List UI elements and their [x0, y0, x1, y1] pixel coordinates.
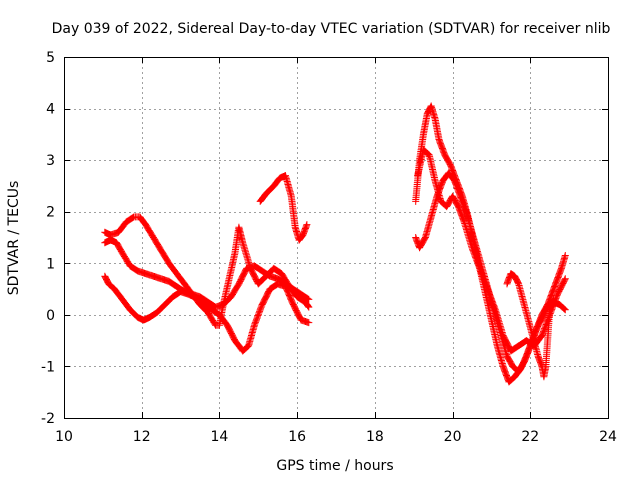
- y-tick-labels: -2 -1 0 1 2 3 4 5: [41, 50, 55, 427]
- y-tick-label: 2: [46, 205, 55, 221]
- plot-frame: [64, 57, 609, 419]
- data-point-markers: [101, 272, 313, 355]
- data-point-markers: [412, 169, 569, 376]
- y-tick-label: -2: [41, 411, 55, 427]
- x-axis-label: GPS time / hours: [276, 458, 393, 474]
- y-tick-label: 0: [46, 308, 55, 324]
- data-point-markers: [101, 213, 313, 329]
- x-tick-label: 14: [211, 429, 229, 445]
- data-point-markers: [101, 236, 313, 311]
- chart-title: Day 039 of 2022, Sidereal Day-to-day VTE…: [52, 21, 611, 37]
- y-axis-label: SDTVAR / TECUs: [6, 181, 22, 296]
- x-tick-label: 24: [599, 429, 617, 445]
- grid: [64, 57, 608, 418]
- x-tick-label: 20: [444, 429, 462, 445]
- data-point-markers: [503, 270, 558, 381]
- x-tick-label: 12: [133, 429, 151, 445]
- series-track-h: [503, 270, 558, 381]
- x-tick-label: 22: [521, 429, 539, 445]
- y-tick-label: 1: [46, 256, 55, 272]
- data-marks: [101, 102, 569, 386]
- series-track-a: [101, 272, 313, 355]
- series-track-c: [101, 236, 313, 311]
- series-track-d: [256, 172, 311, 244]
- y-tick-label: 4: [46, 102, 55, 118]
- axis-ticks: [64, 57, 609, 419]
- x-tick-label: 16: [288, 429, 306, 445]
- x-tick-label: 18: [366, 429, 384, 445]
- y-tick-label: 5: [46, 50, 55, 66]
- series-track-f: [412, 169, 569, 376]
- y-tick-label: -1: [41, 359, 55, 375]
- series-track-b: [101, 213, 313, 329]
- data-point-markers: [256, 172, 311, 244]
- x-tick-label: 10: [55, 429, 73, 445]
- y-tick-label: 3: [46, 153, 55, 169]
- x-tick-labels: 10 12 14 16 18 20 22 24: [55, 429, 617, 445]
